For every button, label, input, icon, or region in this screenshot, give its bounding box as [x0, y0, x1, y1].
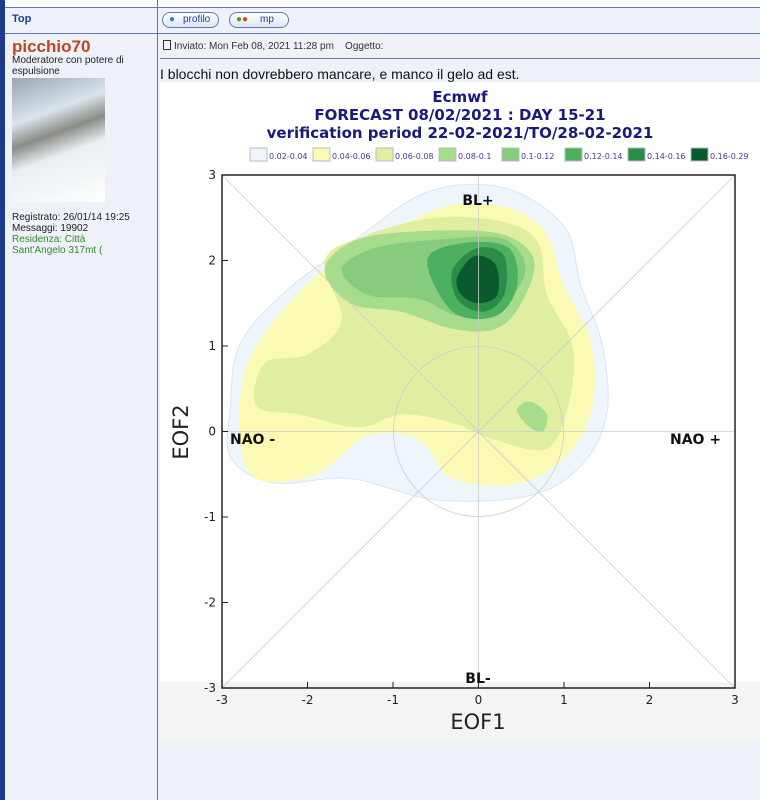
divider [160, 58, 760, 59]
legend-label: 0.06-0.08 [395, 152, 434, 161]
post-meta: Inviato: Mon Feb 08, 2021 11:28 pm Ogget… [163, 40, 383, 52]
legend-swatch [627, 147, 646, 162]
x-tick-label: -3 [216, 693, 228, 707]
post-date: Inviato: Mon Feb 08, 2021 11:28 pm [174, 41, 334, 52]
post-footer-row [5, 8, 760, 33]
unit-circle [393, 346, 564, 517]
legend-label: 0.04-0.06 [332, 152, 371, 161]
chart-subtitle: verification period 22-02-2021/TO/28-02-… [267, 124, 654, 142]
x-tick-label: 2 [646, 693, 654, 707]
x-axis-label: EOF1 [450, 710, 505, 734]
y-tick-label: -2 [204, 596, 216, 610]
x-tick-label: 1 [560, 693, 568, 707]
legend-label: 0.02-0.04 [269, 152, 308, 161]
legend-label: 0.14-0.16 [647, 152, 686, 161]
legend-swatch [690, 147, 709, 162]
legend-label: 0.08-0.1 [458, 152, 491, 161]
page-border [0, 0, 5, 800]
y-tick-label: 2 [208, 254, 216, 268]
x-tick-label: 0 [475, 693, 483, 707]
y-tick-label: 3 [208, 168, 216, 182]
legend-label: 0.12-0.14 [584, 152, 623, 161]
contour-level-3 [516, 401, 548, 433]
post-icon [163, 40, 171, 50]
subject-label: Oggetto: [345, 41, 384, 52]
user-rank: Moderatore con potere di espulsione [12, 55, 124, 77]
y-tick-label: 0 [208, 425, 216, 439]
avatar [12, 78, 105, 202]
y-tick-label: -1 [204, 510, 216, 524]
legend-label: 0.1-0.12 [521, 152, 554, 161]
contour-level-7 [456, 255, 500, 304]
y-axis-label: EOF2 [169, 404, 193, 459]
y-tick-label: -3 [204, 681, 216, 695]
column-divider [157, 0, 158, 800]
divider [5, 33, 760, 34]
chart-title: Ecmwf [432, 88, 488, 106]
registered: Registrato: 26/01/14 19:25 [12, 212, 130, 223]
legend-swatch [312, 147, 331, 162]
annotation-bl-minus: BL- [465, 671, 491, 687]
annotation-bl-plus: BL+ [462, 193, 493, 209]
y-tick-label: 1 [208, 339, 216, 353]
users-icon: ●● [236, 14, 249, 25]
residence: Residenza: Città Sant'Angelo 317mt ( [12, 234, 103, 256]
legend-label: 0.16-0.29 [710, 152, 749, 161]
x-tick-label: -2 [302, 693, 314, 707]
messages: Messaggi: 19902 [12, 223, 89, 234]
forecast-chart-image: Ecmwf FORECAST 08/02/2021 : DAY 15-21 veri… [160, 82, 760, 742]
user-icon: ● [169, 14, 176, 25]
username[interactable]: picchio70 [12, 37, 91, 56]
legend-swatch [564, 147, 583, 162]
annotation-nao-minus: NAO - [230, 432, 275, 448]
profile-button[interactable]: ● profilo [162, 12, 220, 28]
x-tick-label: 3 [731, 693, 739, 707]
divider [5, 7, 760, 8]
legend-swatch [375, 147, 394, 162]
legend-swatch [501, 147, 520, 162]
post-text: I blocchi non dovrebbero mancare, e manc… [160, 66, 520, 82]
legend-swatch [249, 147, 268, 162]
annotation-nao-plus: NAO + [670, 432, 721, 448]
legend-swatch [438, 147, 457, 162]
chart-subtitle: FORECAST 08/02/2021 : DAY 15-21 [314, 106, 605, 124]
back-to-top-link[interactable]: Top [12, 13, 32, 25]
user-info: Registrato: 26/01/14 19:25 Messaggi: 199… [12, 212, 137, 256]
profile-label: profilo [183, 14, 211, 25]
private-message-button[interactable]: ●● mp [229, 12, 289, 28]
pm-label: mp [260, 14, 274, 25]
x-tick-label: -1 [387, 693, 399, 707]
